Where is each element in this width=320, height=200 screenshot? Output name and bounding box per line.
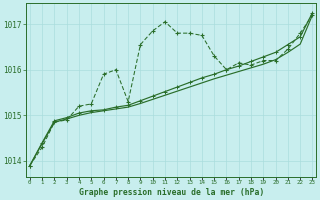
X-axis label: Graphe pression niveau de la mer (hPa): Graphe pression niveau de la mer (hPa) (78, 188, 264, 197)
